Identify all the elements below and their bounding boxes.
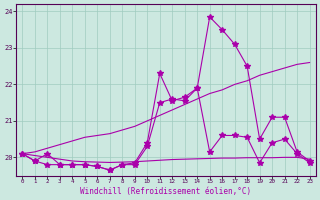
X-axis label: Windchill (Refroidissement éolien,°C): Windchill (Refroidissement éolien,°C) <box>80 187 252 196</box>
